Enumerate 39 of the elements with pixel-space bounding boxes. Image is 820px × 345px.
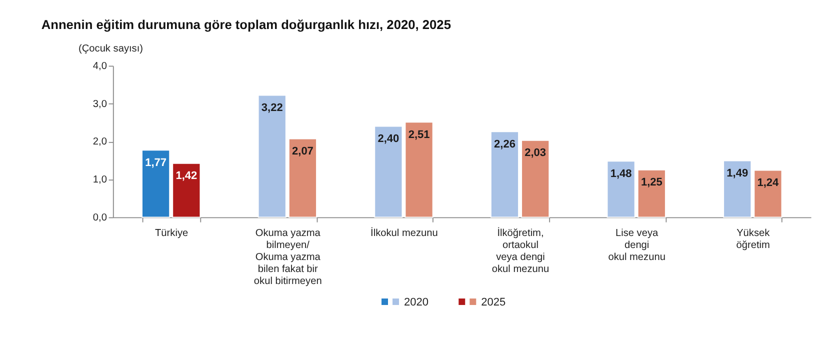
y-tick-label: 0,0	[92, 212, 108, 224]
y-tick-label: 3,0	[92, 98, 108, 110]
x-tick-label: Okuma yazma bilmeyen/ Okuma yazma bilen fakat bir okul bitirmeyen	[254, 228, 322, 287]
legend-label: 2020	[404, 296, 429, 308]
data-label: 1,48	[610, 168, 632, 180]
data-label: 3,22	[261, 102, 283, 114]
bar	[490, 131, 519, 218]
data-label: 2,51	[408, 128, 430, 141]
data-label: 1,25	[640, 176, 662, 189]
bar	[637, 169, 666, 218]
data-label: 1,24	[757, 176, 780, 189]
x-tick-label: Yüksek öğretim	[736, 228, 771, 252]
chart-title: Annenin eğitim durumuna göre toplam doğurganlık hızı, 2020, 2025	[41, 17, 451, 32]
x-tick-label: İlköğretim, ortaokul veya dengi okul mezunu	[492, 227, 550, 275]
data-label: 2,07	[292, 145, 314, 158]
bar	[288, 138, 317, 218]
bar	[142, 150, 170, 218]
x-tick-label: İlkokul mezunu	[370, 227, 438, 240]
x-tick-label: Türkiye	[155, 228, 188, 240]
bar	[606, 160, 636, 218]
legend-label: 2025	[481, 296, 506, 308]
y-tick-label: 4,0	[92, 60, 108, 72]
y-tick-label: 1,0	[92, 174, 108, 186]
data-label: 2,03	[524, 146, 546, 159]
y-tick-label: 2,0	[92, 136, 108, 148]
bar	[258, 94, 286, 218]
data-label: 1,42	[176, 170, 198, 182]
data-label: 1,77	[145, 156, 167, 169]
x-tick-label: Lise veya dengi okul mezunu	[608, 228, 666, 263]
bar	[754, 170, 782, 218]
data-label: 1,49	[726, 167, 748, 180]
bar	[374, 126, 403, 218]
data-label: 2,26	[494, 138, 516, 150]
bar	[723, 160, 752, 218]
bar	[521, 140, 550, 218]
data-label: 2,40	[378, 132, 400, 145]
y-axis-title: (Çocuk sayısı)	[78, 44, 144, 55]
bar	[404, 122, 434, 218]
bar	[172, 163, 201, 218]
